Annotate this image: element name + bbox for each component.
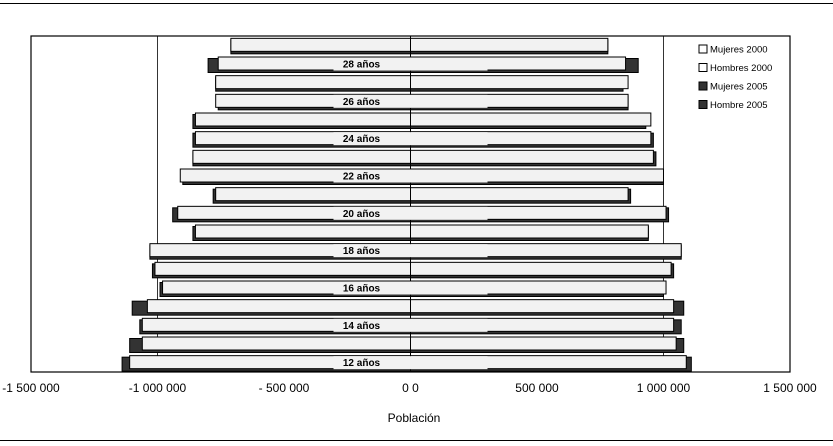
x-tick-label: 0 0: [402, 381, 419, 395]
legend: Mujeres 2000 Hombres 2000 Mujeres 2005 Homb…: [698, 44, 772, 111]
legend-label: Hombre 2005: [710, 100, 768, 111]
x-tick-label: - 500 000: [259, 381, 310, 395]
legend-swatch: [698, 44, 708, 54]
legend-swatch: [698, 63, 708, 72]
bar-mujeres-2000: [410, 112, 652, 127]
x-axis-ticks: -1 500 000 -1 000 000 - 500 000 0 0 500 000 1…: [2, 381, 817, 395]
bar-hombres-2000: [141, 336, 411, 351]
bar-hombres-2000: [192, 149, 411, 164]
bar-hombres-2000: [154, 261, 411, 276]
bar-mujeres-2000: [410, 149, 654, 164]
age-label: 24 años: [343, 134, 381, 145]
bar-hombres-2000: [230, 37, 411, 52]
age-label-bg: [333, 318, 488, 332]
bar-hombres-2000: [215, 75, 411, 90]
age-label: 12 años: [343, 358, 381, 369]
age-label-bg: [333, 206, 488, 220]
x-tick-label: 500 000: [515, 381, 559, 395]
bar-hombres-2000: [146, 299, 411, 314]
bar-mujeres-2000: [410, 187, 629, 202]
age-labels: 12 años 14 años 16 años 18 años 20 años 22 añ…: [333, 57, 488, 370]
age-label-bg: [333, 132, 488, 146]
age-label: 22 años: [343, 172, 381, 183]
x-axis-title: Población: [388, 411, 441, 425]
x-tick-label: 1 000 000: [637, 381, 691, 395]
age-label: 20 años: [343, 209, 381, 220]
legend-swatch: [698, 81, 708, 91]
x-tick-label: -1 500 000: [2, 381, 60, 395]
x-tick-label: 1 500 000: [763, 381, 817, 395]
x-tick-label: -1 000 000: [129, 381, 187, 395]
age-label: 16 años: [343, 284, 381, 295]
bar-hombres-2000: [194, 224, 411, 239]
bar-hombres-2000: [215, 187, 411, 202]
bar-mujeres-2000: [410, 336, 677, 351]
bar-hombres-2000: [194, 112, 411, 127]
age-label: 14 años: [343, 321, 381, 332]
bar-mujeres-2000: [410, 75, 629, 90]
age-label-bg: [333, 244, 488, 258]
legend-label: Mujeres 2000: [710, 45, 768, 56]
bar-mujeres-2000: [410, 37, 609, 52]
legend-label: Mujeres 2005: [710, 82, 768, 93]
bar-mujeres-2000: [410, 299, 675, 314]
top-rule: [0, 3, 833, 4]
age-label-bg: [333, 281, 488, 295]
bar-mujeres-2000: [410, 261, 672, 276]
bottom-rule: [0, 440, 833, 441]
age-label-bg: [333, 169, 488, 183]
age-label: 18 años: [343, 246, 381, 257]
age-label-bg: [333, 356, 488, 370]
legend-swatch: [698, 100, 708, 109]
age-label: 26 años: [343, 97, 381, 108]
legend-label: Hombres 2000: [710, 63, 772, 74]
bar-mujeres-2000: [410, 224, 649, 239]
age-label-bg: [333, 57, 488, 71]
age-label: 28 años: [343, 60, 381, 71]
grid-lines: [157, 36, 664, 372]
age-label-bg: [333, 94, 488, 108]
